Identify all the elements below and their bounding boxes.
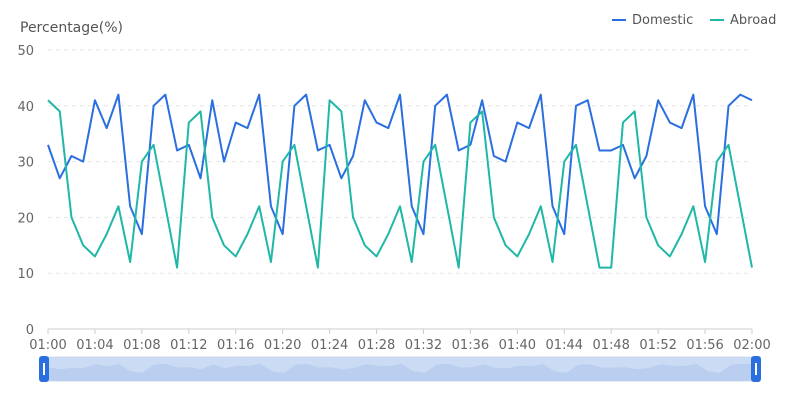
x-tick-label: 01:24 [311,338,348,353]
x-tick-label: 01:12 [170,338,207,353]
legend-label-abroad[interactable]: Abroad [730,13,776,28]
zoom-selected-range [48,357,755,381]
x-tick-label: 01:40 [499,338,536,353]
y-tick-label: 10 [17,267,34,282]
zoom-handle-right-grip [755,363,757,375]
x-tick-label: 01:04 [76,338,113,353]
zoom-handle-left-grip [43,363,45,375]
legend-label-domestic[interactable]: Domestic [632,13,693,28]
y-tick-label: 50 [17,44,34,59]
grid-lines [48,49,752,330]
x-tick-label: 01:32 [405,338,442,353]
legend[interactable]: Domestic Abroad [612,13,776,28]
x-tick-label: 02:00 [733,338,770,353]
series-lines [47,93,753,269]
x-tick-label: 01:48 [592,338,629,353]
y-tick-label: 20 [17,211,34,226]
x-tick-label: 01:36 [452,338,489,353]
data-zoom-slider[interactable] [39,356,761,382]
series-line-domestic[interactable] [47,93,753,236]
x-tick-label: 01:00 [29,338,66,353]
zoom-shadow-area [48,363,755,381]
x-axis: 01:00 01:04 01:08 01:12 01:16 01:20 01:24 01:28… [29,328,771,353]
x-tick-label: 01:08 [123,338,160,353]
y-tick-label: 40 [17,100,34,115]
x-tick-label: 01:20 [264,338,301,353]
x-tick-label: 01:44 [546,338,583,353]
series-line-abroad[interactable] [47,99,753,269]
x-tick-label: 01:16 [217,338,254,353]
y-tick-label: 0 [26,323,34,338]
y-axis-label: Percentage(%) [20,20,123,36]
x-tick-label: 01:56 [686,338,723,353]
x-tick-label: 01:52 [639,338,676,353]
y-tick-label: 30 [17,156,34,171]
y-axis: 0 10 20 30 40 50 [17,44,34,338]
x-tick-label: 01:28 [358,338,395,353]
